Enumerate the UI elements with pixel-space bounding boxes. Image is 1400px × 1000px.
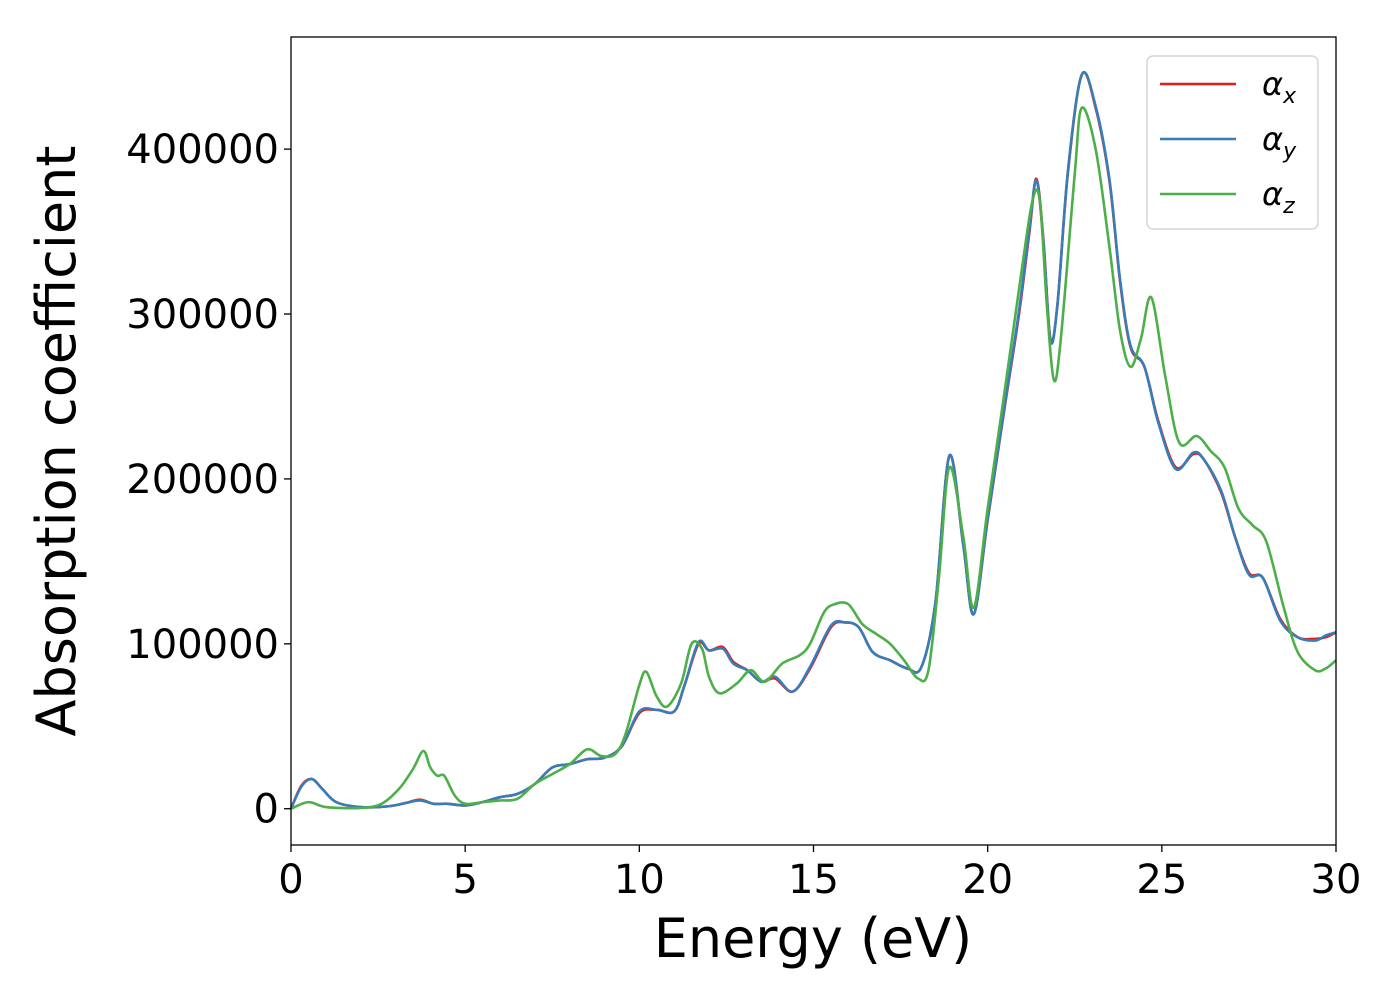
series-layer: [289, 71, 1337, 810]
y-tick-label: 100000: [126, 622, 279, 668]
legend-label-x: αx: [1262, 65, 1297, 109]
x-tick-label: 5: [452, 857, 477, 903]
x-tick-label: 15: [788, 857, 839, 903]
y-tick-label: 400000: [126, 127, 279, 173]
x-tick-label: 10: [614, 857, 665, 903]
y-tick-label: 0: [254, 787, 279, 833]
y-tick-label: 300000: [126, 292, 279, 338]
x-tick-label: 20: [962, 857, 1013, 903]
y-axis-label: Absorption coefficient: [25, 146, 88, 737]
x-tick-label: 25: [1136, 857, 1187, 903]
series-line-z: [290, 106, 1337, 810]
x-tick-label: 0: [278, 857, 303, 903]
legend-box: [1146, 55, 1319, 230]
y-axis-ticks: 0 100000 200000 300000 400000: [126, 127, 291, 833]
x-axis-ticks: 0 5 10 15 20 25 30: [278, 845, 1361, 903]
x-axis-label: Energy (eV): [654, 907, 973, 970]
x-tick-label: 30: [1311, 857, 1362, 903]
series-line-y: [289, 71, 1337, 810]
y-tick-label: 200000: [126, 457, 279, 503]
